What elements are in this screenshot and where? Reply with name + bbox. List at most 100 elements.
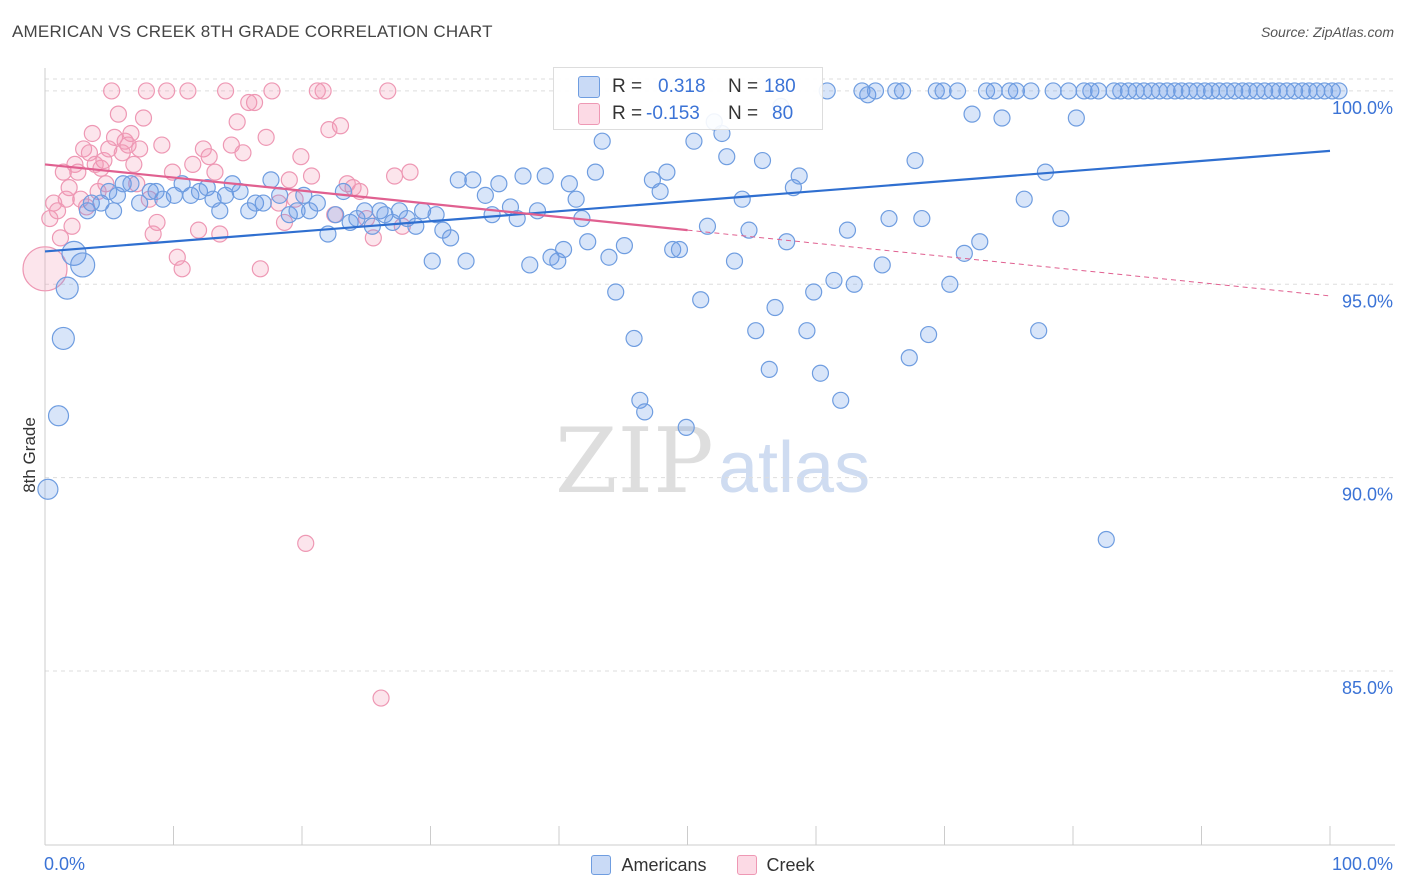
american-point bbox=[927, 82, 945, 100]
american-point bbox=[1196, 82, 1214, 100]
trend-lines bbox=[44, 149, 1331, 297]
american-point bbox=[811, 364, 830, 382]
american-point bbox=[1044, 82, 1062, 100]
american-point bbox=[288, 202, 306, 220]
creek-point bbox=[51, 229, 70, 247]
american-point bbox=[698, 217, 717, 235]
american-point bbox=[651, 182, 669, 201]
american-point bbox=[941, 275, 959, 293]
legend-item-creek[interactable]: Creek bbox=[736, 852, 815, 878]
american-point bbox=[131, 194, 149, 212]
american-point bbox=[1166, 82, 1184, 100]
r-value: 0.318 bbox=[658, 76, 706, 97]
creek-point bbox=[302, 167, 321, 185]
americans-trend-line bbox=[44, 149, 1331, 253]
creek-point bbox=[22, 246, 68, 292]
creek-point bbox=[245, 93, 264, 112]
creek-point bbox=[228, 113, 246, 131]
r-label: R = bbox=[612, 76, 643, 97]
american-point bbox=[832, 391, 850, 409]
american-point bbox=[1105, 82, 1123, 100]
american-point bbox=[190, 182, 209, 201]
american-point bbox=[718, 148, 736, 166]
american-point bbox=[873, 256, 891, 274]
american-point bbox=[955, 244, 973, 262]
american-point bbox=[490, 175, 508, 193]
american-point bbox=[37, 478, 59, 500]
american-point bbox=[280, 206, 298, 224]
american-point bbox=[441, 229, 460, 247]
source-label: Source: ZipAtlas.com bbox=[1260, 24, 1394, 40]
creek-point bbox=[297, 534, 315, 552]
american-point bbox=[100, 182, 118, 201]
creek-point bbox=[385, 167, 404, 185]
american-point bbox=[790, 167, 808, 185]
creek-point bbox=[153, 136, 171, 154]
american-point bbox=[753, 151, 772, 170]
american-point bbox=[514, 167, 532, 185]
american-point bbox=[476, 186, 494, 204]
american-point bbox=[692, 291, 710, 309]
american-point bbox=[1263, 82, 1281, 100]
american-point bbox=[766, 298, 784, 317]
american-point bbox=[1097, 530, 1115, 549]
y-tick-label: 90.0% bbox=[1342, 485, 1393, 505]
american-point bbox=[948, 82, 967, 100]
bottom-legend: Americans Creek bbox=[0, 852, 1406, 878]
legend-item-americans[interactable]: Americans bbox=[591, 852, 707, 878]
creek-point bbox=[131, 140, 149, 158]
american-point bbox=[677, 418, 695, 436]
watermark-zip: ZIP bbox=[555, 409, 714, 514]
american-point bbox=[971, 233, 989, 251]
y-tick-label: 100.0% bbox=[1332, 98, 1393, 118]
creek-point bbox=[216, 82, 235, 100]
creek-points bbox=[22, 82, 419, 707]
american-point bbox=[122, 175, 140, 193]
american-point bbox=[1022, 82, 1040, 100]
y-tick-label: 85.0% bbox=[1342, 678, 1393, 698]
x-tick-label: 100.0% bbox=[1332, 854, 1393, 874]
american-point bbox=[1293, 82, 1311, 100]
american-point bbox=[593, 132, 611, 150]
american-point bbox=[615, 237, 634, 255]
chart-title: AMERICAN VS CREEK 8TH GRADE CORRELATION … bbox=[12, 22, 493, 41]
american-point bbox=[900, 349, 918, 367]
grid bbox=[45, 78, 1395, 672]
american-point bbox=[906, 151, 924, 170]
n-label: N = bbox=[728, 103, 759, 124]
american-point bbox=[457, 252, 475, 270]
american-point bbox=[1052, 209, 1070, 228]
american-point bbox=[1060, 82, 1078, 100]
american-point bbox=[733, 190, 751, 208]
creek-point bbox=[200, 148, 218, 166]
n-value: 180 bbox=[764, 76, 796, 97]
americans-legend-label: Americans bbox=[621, 854, 707, 875]
american-point bbox=[254, 194, 272, 212]
american-point bbox=[560, 175, 578, 193]
american-point bbox=[963, 105, 981, 123]
american-point bbox=[985, 82, 1003, 100]
american-point bbox=[740, 221, 758, 239]
creek-point bbox=[234, 144, 252, 162]
creek-point bbox=[257, 128, 275, 146]
creek-point bbox=[158, 82, 176, 100]
american-point bbox=[805, 283, 823, 301]
american-point bbox=[607, 283, 625, 301]
creek-point bbox=[379, 82, 397, 100]
american-point bbox=[464, 171, 482, 189]
y-tick-label: 95.0% bbox=[1342, 291, 1393, 311]
american-point bbox=[1330, 82, 1348, 100]
american-point bbox=[1233, 82, 1252, 100]
american-point bbox=[141, 182, 159, 201]
american-point bbox=[600, 248, 618, 266]
american-point bbox=[308, 194, 326, 212]
n-label: N = bbox=[728, 76, 759, 97]
american-point bbox=[586, 163, 605, 181]
american-point bbox=[567, 190, 585, 208]
american-point bbox=[1007, 82, 1026, 100]
american-point bbox=[664, 240, 682, 259]
american-point bbox=[859, 86, 877, 104]
american-point bbox=[104, 202, 123, 220]
american-point bbox=[866, 82, 885, 100]
